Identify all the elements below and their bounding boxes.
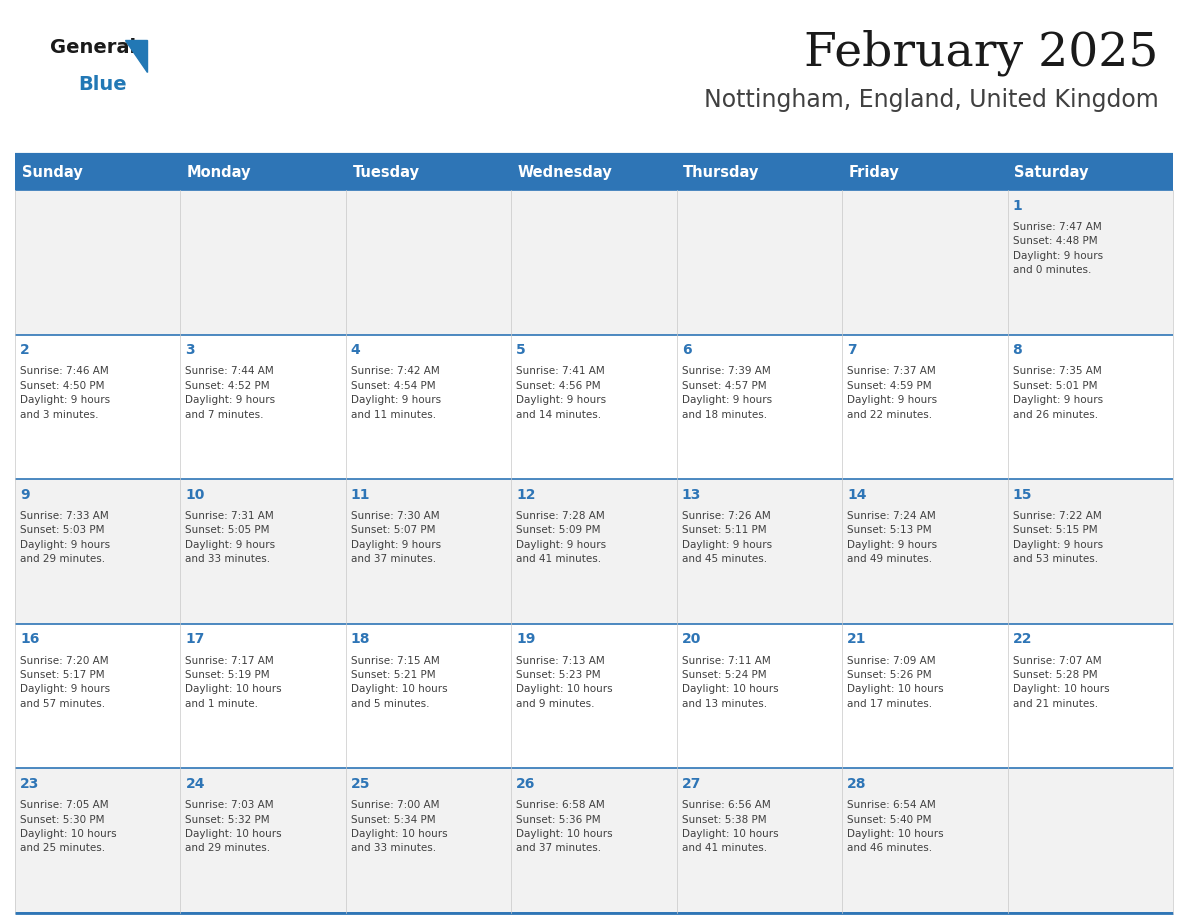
Text: 12: 12 <box>517 487 536 502</box>
Text: Sunrise: 7:20 AM
Sunset: 5:17 PM
Daylight: 9 hours
and 57 minutes.: Sunrise: 7:20 AM Sunset: 5:17 PM Dayligh… <box>20 655 110 709</box>
Text: 25: 25 <box>350 777 371 791</box>
Text: Sunrise: 7:30 AM
Sunset: 5:07 PM
Daylight: 9 hours
and 37 minutes.: Sunrise: 7:30 AM Sunset: 5:07 PM Dayligh… <box>350 511 441 565</box>
Text: Nottingham, England, United Kingdom: Nottingham, England, United Kingdom <box>703 88 1158 112</box>
Text: Sunrise: 7:17 AM
Sunset: 5:19 PM
Daylight: 10 hours
and 1 minute.: Sunrise: 7:17 AM Sunset: 5:19 PM Dayligh… <box>185 655 282 709</box>
Text: Sunrise: 7:28 AM
Sunset: 5:09 PM
Daylight: 9 hours
and 41 minutes.: Sunrise: 7:28 AM Sunset: 5:09 PM Dayligh… <box>517 511 606 565</box>
Text: Thursday: Thursday <box>683 165 759 180</box>
Text: 27: 27 <box>682 777 701 791</box>
Text: 17: 17 <box>185 633 204 646</box>
Text: 13: 13 <box>682 487 701 502</box>
Text: Sunrise: 6:58 AM
Sunset: 5:36 PM
Daylight: 10 hours
and 37 minutes.: Sunrise: 6:58 AM Sunset: 5:36 PM Dayligh… <box>517 800 613 854</box>
Text: Sunrise: 7:07 AM
Sunset: 5:28 PM
Daylight: 10 hours
and 21 minutes.: Sunrise: 7:07 AM Sunset: 5:28 PM Dayligh… <box>1012 655 1110 709</box>
Text: 11: 11 <box>350 487 371 502</box>
Text: Sunrise: 7:22 AM
Sunset: 5:15 PM
Daylight: 9 hours
and 53 minutes.: Sunrise: 7:22 AM Sunset: 5:15 PM Dayligh… <box>1012 511 1102 565</box>
Text: Sunrise: 7:41 AM
Sunset: 4:56 PM
Daylight: 9 hours
and 14 minutes.: Sunrise: 7:41 AM Sunset: 4:56 PM Dayligh… <box>517 366 606 420</box>
Text: Sunrise: 7:00 AM
Sunset: 5:34 PM
Daylight: 10 hours
and 33 minutes.: Sunrise: 7:00 AM Sunset: 5:34 PM Dayligh… <box>350 800 448 854</box>
Text: Sunrise: 7:15 AM
Sunset: 5:21 PM
Daylight: 10 hours
and 5 minutes.: Sunrise: 7:15 AM Sunset: 5:21 PM Dayligh… <box>350 655 448 709</box>
Text: Sunrise: 6:56 AM
Sunset: 5:38 PM
Daylight: 10 hours
and 41 minutes.: Sunrise: 6:56 AM Sunset: 5:38 PM Dayligh… <box>682 800 778 854</box>
Text: Blue: Blue <box>78 75 127 94</box>
Text: 6: 6 <box>682 343 691 357</box>
Text: Sunday: Sunday <box>21 165 82 180</box>
Text: 8: 8 <box>1012 343 1023 357</box>
Text: Monday: Monday <box>187 165 252 180</box>
Text: 20: 20 <box>682 633 701 646</box>
Text: 7: 7 <box>847 343 857 357</box>
Text: Sunrise: 7:26 AM
Sunset: 5:11 PM
Daylight: 9 hours
and 45 minutes.: Sunrise: 7:26 AM Sunset: 5:11 PM Dayligh… <box>682 511 772 565</box>
Text: 2: 2 <box>20 343 30 357</box>
Text: 22: 22 <box>1012 633 1032 646</box>
Text: Sunrise: 7:42 AM
Sunset: 4:54 PM
Daylight: 9 hours
and 11 minutes.: Sunrise: 7:42 AM Sunset: 4:54 PM Dayligh… <box>350 366 441 420</box>
Text: 26: 26 <box>517 777 536 791</box>
Text: Friday: Friday <box>848 165 899 180</box>
Text: Tuesday: Tuesday <box>353 165 419 180</box>
Text: Sunrise: 7:11 AM
Sunset: 5:24 PM
Daylight: 10 hours
and 13 minutes.: Sunrise: 7:11 AM Sunset: 5:24 PM Dayligh… <box>682 655 778 709</box>
Text: Sunrise: 7:47 AM
Sunset: 4:48 PM
Daylight: 9 hours
and 0 minutes.: Sunrise: 7:47 AM Sunset: 4:48 PM Dayligh… <box>1012 222 1102 275</box>
Text: Sunrise: 7:09 AM
Sunset: 5:26 PM
Daylight: 10 hours
and 17 minutes.: Sunrise: 7:09 AM Sunset: 5:26 PM Dayligh… <box>847 655 943 709</box>
Text: Sunrise: 7:31 AM
Sunset: 5:05 PM
Daylight: 9 hours
and 33 minutes.: Sunrise: 7:31 AM Sunset: 5:05 PM Dayligh… <box>185 511 276 565</box>
Text: Sunrise: 7:03 AM
Sunset: 5:32 PM
Daylight: 10 hours
and 29 minutes.: Sunrise: 7:03 AM Sunset: 5:32 PM Dayligh… <box>185 800 282 854</box>
Text: 19: 19 <box>517 633 536 646</box>
Text: Wednesday: Wednesday <box>518 165 613 180</box>
Text: Sunrise: 7:35 AM
Sunset: 5:01 PM
Daylight: 9 hours
and 26 minutes.: Sunrise: 7:35 AM Sunset: 5:01 PM Dayligh… <box>1012 366 1102 420</box>
Text: 18: 18 <box>350 633 371 646</box>
Text: 15: 15 <box>1012 487 1032 502</box>
Text: Sunrise: 7:46 AM
Sunset: 4:50 PM
Daylight: 9 hours
and 3 minutes.: Sunrise: 7:46 AM Sunset: 4:50 PM Dayligh… <box>20 366 110 420</box>
Text: 1: 1 <box>1012 198 1023 213</box>
Text: Sunrise: 7:37 AM
Sunset: 4:59 PM
Daylight: 9 hours
and 22 minutes.: Sunrise: 7:37 AM Sunset: 4:59 PM Dayligh… <box>847 366 937 420</box>
Text: Sunrise: 7:33 AM
Sunset: 5:03 PM
Daylight: 9 hours
and 29 minutes.: Sunrise: 7:33 AM Sunset: 5:03 PM Dayligh… <box>20 511 110 565</box>
Text: 10: 10 <box>185 487 204 502</box>
Text: 14: 14 <box>847 487 866 502</box>
Text: Sunrise: 6:54 AM
Sunset: 5:40 PM
Daylight: 10 hours
and 46 minutes.: Sunrise: 6:54 AM Sunset: 5:40 PM Dayligh… <box>847 800 943 854</box>
Text: 5: 5 <box>517 343 526 357</box>
Text: Sunrise: 7:05 AM
Sunset: 5:30 PM
Daylight: 10 hours
and 25 minutes.: Sunrise: 7:05 AM Sunset: 5:30 PM Dayligh… <box>20 800 116 854</box>
Text: 21: 21 <box>847 633 866 646</box>
Text: 16: 16 <box>20 633 39 646</box>
Text: 24: 24 <box>185 777 204 791</box>
Text: General: General <box>50 38 137 57</box>
Text: 4: 4 <box>350 343 361 357</box>
Text: February 2025: February 2025 <box>804 30 1158 76</box>
Text: Sunrise: 7:44 AM
Sunset: 4:52 PM
Daylight: 9 hours
and 7 minutes.: Sunrise: 7:44 AM Sunset: 4:52 PM Dayligh… <box>185 366 276 420</box>
Text: 23: 23 <box>20 777 39 791</box>
Text: Sunrise: 7:39 AM
Sunset: 4:57 PM
Daylight: 9 hours
and 18 minutes.: Sunrise: 7:39 AM Sunset: 4:57 PM Dayligh… <box>682 366 772 420</box>
Text: 9: 9 <box>20 487 30 502</box>
Text: Sunrise: 7:13 AM
Sunset: 5:23 PM
Daylight: 10 hours
and 9 minutes.: Sunrise: 7:13 AM Sunset: 5:23 PM Dayligh… <box>517 655 613 709</box>
Text: 28: 28 <box>847 777 866 791</box>
Text: 3: 3 <box>185 343 195 357</box>
Text: Sunrise: 7:24 AM
Sunset: 5:13 PM
Daylight: 9 hours
and 49 minutes.: Sunrise: 7:24 AM Sunset: 5:13 PM Dayligh… <box>847 511 937 565</box>
Text: Saturday: Saturday <box>1015 165 1088 180</box>
